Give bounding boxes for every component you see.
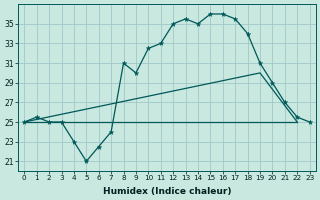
X-axis label: Humidex (Indice chaleur): Humidex (Indice chaleur) <box>103 187 231 196</box>
